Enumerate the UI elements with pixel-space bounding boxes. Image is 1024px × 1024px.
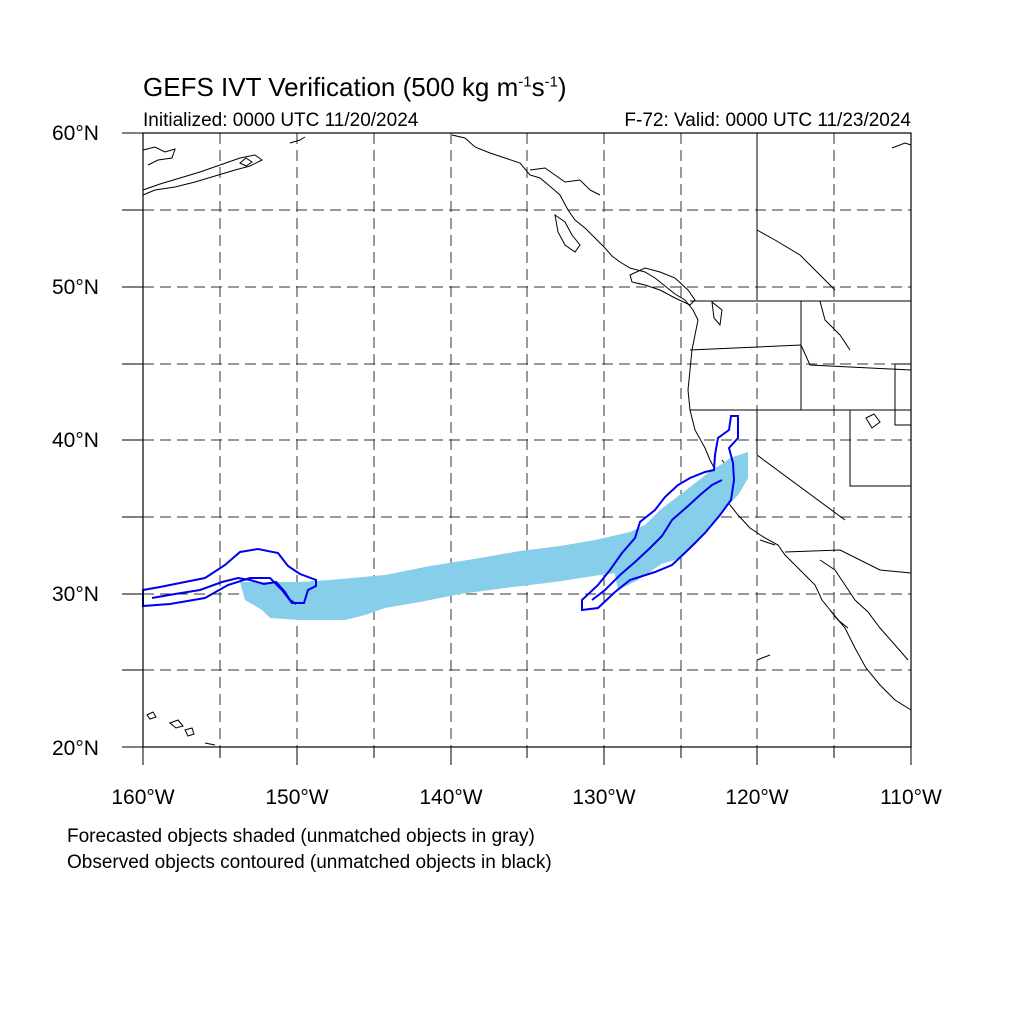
- lon-label-150w: 150°W: [265, 786, 329, 809]
- observed-object-west: [142, 547, 317, 608]
- forecast-object-west: [240, 452, 748, 620]
- initialized-label: Initialized: 0000 UTC 11/20/2024: [143, 110, 419, 131]
- title-unit-s: s: [531, 72, 545, 102]
- forecast-objects: [240, 452, 748, 620]
- axis-ticks: [122, 132, 912, 765]
- lat-label-60n: 60°N: [52, 122, 99, 145]
- lat-label-20n: 20°N: [52, 737, 99, 760]
- valid-time-label: F-72: Valid: 0000 UTC 11/23/2024: [624, 110, 911, 131]
- lat-label-50n: 50°N: [52, 276, 99, 299]
- lat-label-30n: 30°N: [52, 583, 99, 606]
- forecast-object-east: [612, 452, 748, 590]
- title-close-paren: ): [557, 72, 567, 102]
- lon-label-120w: 120°W: [725, 786, 789, 809]
- observed-object-east-inner: [591, 479, 723, 601]
- title-exponent-1: -1: [518, 73, 532, 91]
- grid-lines: [143, 133, 911, 747]
- legend-note-forecast: Forecasted objects shaded (unmatched obj…: [67, 826, 535, 847]
- legend-note-observed: Observed objects contoured (unmatched ob…: [67, 852, 552, 873]
- political-borders: [689, 133, 912, 574]
- lon-label-140w: 140°W: [419, 786, 483, 809]
- title-exponent-2: -1: [544, 73, 558, 91]
- lon-label-130w: 130°W: [572, 786, 636, 809]
- lon-label-160w: 160°W: [111, 786, 175, 809]
- lon-label-110w: 110°W: [880, 786, 942, 809]
- observed-objects: [142, 415, 739, 612]
- title-text: GEFS IVT Verification (500 kg m: [143, 72, 519, 102]
- coastlines: [142, 134, 912, 746]
- observed-object-west-inner: [151, 576, 297, 605]
- lat-label-40n: 40°N: [52, 429, 99, 452]
- observed-object-east: [581, 415, 739, 612]
- map-title: GEFS IVT Verification (500 kg m-1s-1): [143, 72, 567, 103]
